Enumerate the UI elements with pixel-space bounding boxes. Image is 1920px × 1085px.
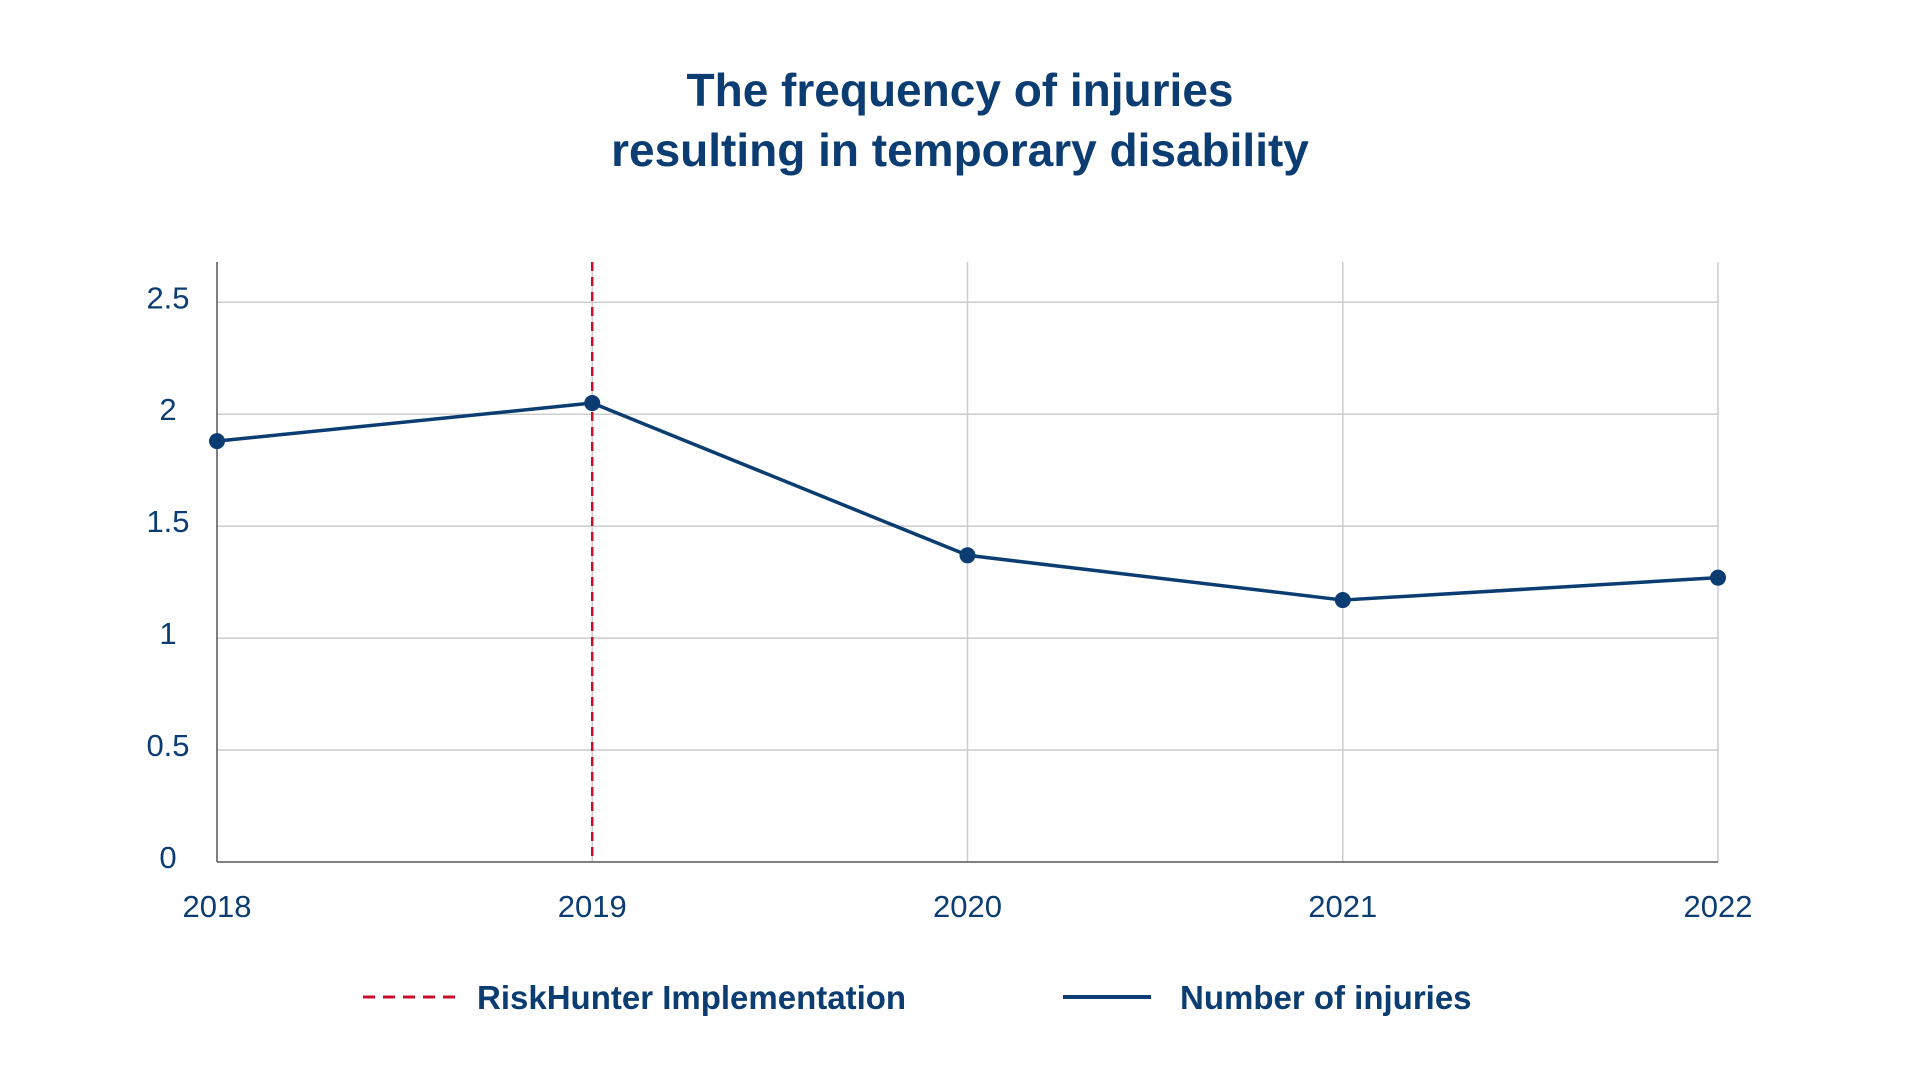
data-point-2019 xyxy=(584,395,601,412)
x-tick-label-2022: 2022 xyxy=(1684,889,1753,924)
data-point-2021 xyxy=(1334,592,1351,609)
y-tick-label-4: 2 xyxy=(159,392,176,427)
data-point-2018 xyxy=(209,433,225,450)
legend-label-number-of-injuries: Number of injuries xyxy=(1180,979,1472,1016)
x-tick-label-2018: 2018 xyxy=(183,889,252,924)
chart-title-line-2: resulting in temporary disability xyxy=(611,124,1309,176)
x-axis-tick-labels: 2018 2019 2020 2021 2022 xyxy=(183,889,1753,924)
x-tick-label-2019: 2019 xyxy=(558,889,627,924)
y-tick-label-5: 2.5 xyxy=(146,280,189,315)
y-tick-label-3: 1.5 xyxy=(146,504,189,539)
x-gridlines xyxy=(591,262,1719,862)
data-point-2020 xyxy=(959,547,976,564)
chart-title-line-1: The frequency of injuries xyxy=(687,64,1234,116)
series-layer xyxy=(209,395,1726,609)
data-point-2022 xyxy=(1710,569,1726,586)
x-tick-label-2021: 2021 xyxy=(1308,889,1377,924)
legend: RiskHunter Implementation Number of inju… xyxy=(363,979,1472,1016)
legend-label-riskhunter-implementation: RiskHunter Implementation xyxy=(477,979,906,1016)
x-tick-label-2020: 2020 xyxy=(933,889,1002,924)
y-tick-label-1: 0.5 xyxy=(146,728,189,763)
y-tick-label-0: 0 xyxy=(159,840,176,875)
y-tick-label-2: 1 xyxy=(159,616,176,651)
y-axis-tick-labels: 0 0.5 1 1.5 2 2.5 xyxy=(146,280,189,875)
